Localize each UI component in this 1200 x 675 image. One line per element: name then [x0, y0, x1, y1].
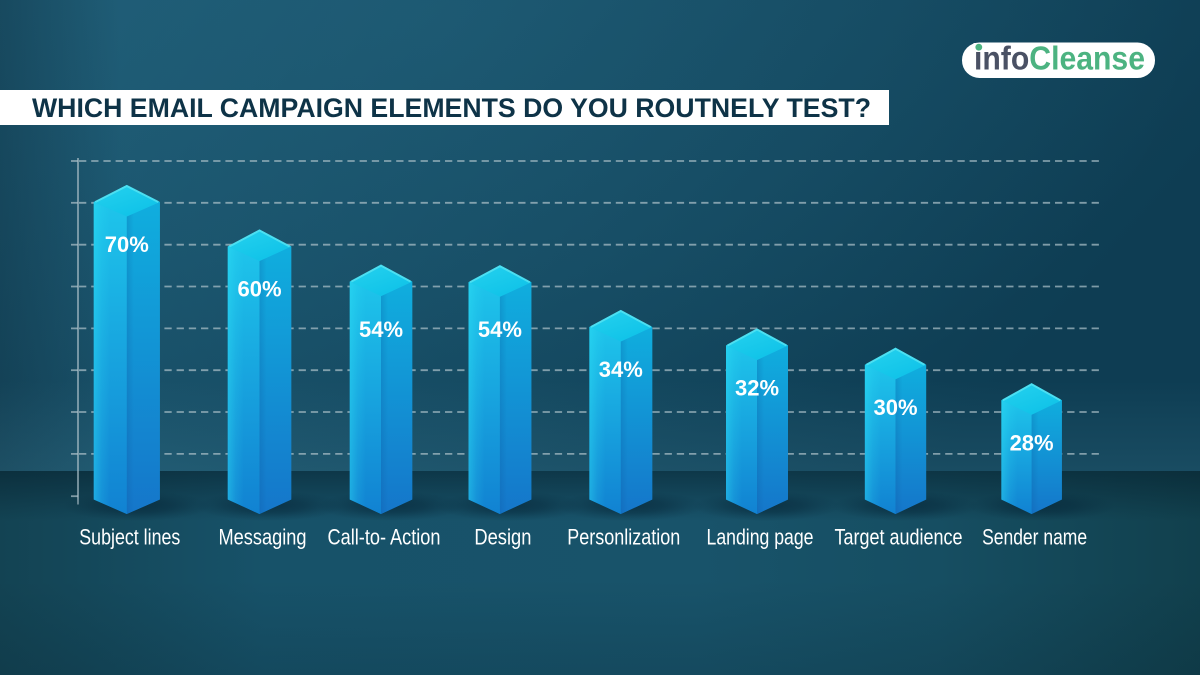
svg-text:34%: 34%	[599, 357, 643, 382]
svg-text:54%: 54%	[478, 317, 522, 342]
svg-text:Personlization: Personlization	[567, 525, 680, 550]
svg-text:Landing page: Landing page	[707, 525, 814, 550]
svg-text:infoCleanse: infoCleanse	[974, 39, 1145, 76]
svg-text:Sender name: Sender name	[982, 525, 1087, 550]
svg-text:Call-to- Action: Call-to- Action	[328, 525, 441, 550]
svg-text:32%: 32%	[735, 376, 779, 401]
svg-text:Design: Design	[474, 525, 531, 550]
svg-text:WHICH EMAIL CAMPAIGN ELEMENTS: WHICH EMAIL CAMPAIGN ELEMENTS DO YOU ROU…	[32, 93, 871, 123]
svg-text:54%: 54%	[359, 317, 403, 342]
svg-text:Messaging: Messaging	[219, 525, 307, 550]
svg-text:Subject lines: Subject lines	[79, 525, 180, 550]
svg-text:30%: 30%	[873, 395, 917, 420]
svg-text:Target audience: Target audience	[835, 525, 963, 550]
svg-text:28%: 28%	[1010, 430, 1054, 455]
svg-text:70%: 70%	[105, 232, 149, 257]
svg-text:60%: 60%	[237, 277, 281, 302]
